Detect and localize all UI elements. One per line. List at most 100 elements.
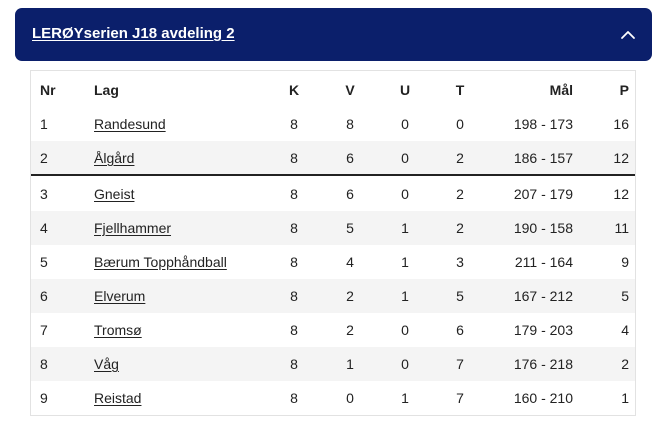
column-header-mal: Mål: [549, 82, 573, 98]
nr-cell: 5: [40, 254, 48, 270]
t-cell: 3: [456, 254, 464, 270]
team-link[interactable]: Gneist: [94, 186, 135, 202]
k-cell: 8: [290, 186, 298, 202]
t-cell: 2: [456, 150, 464, 166]
table-row: 8 Våg 8 1 0 7 176 - 218 2: [31, 347, 635, 381]
k-cell: 8: [290, 356, 298, 372]
p-cell: 12: [613, 150, 629, 166]
v-cell: 8: [346, 116, 354, 132]
team-cell: Fjellhammer: [94, 211, 171, 245]
k-cell: 8: [290, 150, 298, 166]
u-cell: 0: [401, 186, 409, 202]
k-cell: 8: [290, 254, 298, 270]
nr-cell: 6: [40, 288, 48, 304]
column-header-t: T: [455, 82, 465, 98]
mal-cell: 179 - 203: [513, 322, 573, 338]
mal-cell: 186 - 157: [513, 150, 573, 166]
p-cell: 11: [614, 220, 629, 236]
column-header-u: U: [399, 82, 411, 98]
v-cell: 2: [346, 288, 354, 304]
team-link[interactable]: Elverum: [94, 288, 146, 304]
v-cell: 0: [346, 390, 354, 406]
team-cell: Gneist: [94, 177, 134, 211]
team-link[interactable]: Tromsø: [94, 322, 142, 338]
team-link[interactable]: Ålgård: [94, 150, 135, 166]
u-cell: 0: [401, 322, 409, 338]
mal-cell: 207 - 179: [513, 186, 573, 202]
team-cell: Våg: [94, 347, 119, 381]
table-row: 6 Elverum 8 2 1 5 167 - 212 5: [31, 279, 635, 313]
mal-cell: 198 - 173: [513, 116, 573, 132]
t-cell: 2: [456, 220, 464, 236]
table-row: 4 Fjellhammer 8 5 1 2 190 - 158 11: [31, 211, 635, 245]
nr-cell: 2: [40, 150, 48, 166]
v-cell: 5: [346, 220, 354, 236]
k-cell: 8: [290, 220, 298, 236]
column-header-p: P: [619, 82, 629, 98]
league-title-link[interactable]: LERØYserien J18 avdeling 2: [32, 25, 235, 42]
u-cell: 1: [401, 220, 409, 236]
team-cell: Elverum: [94, 279, 145, 313]
k-cell: 8: [290, 322, 298, 338]
table-row: 2 Ålgård 8 6 0 2 186 - 157 12: [31, 141, 635, 175]
p-cell: 5: [621, 288, 629, 304]
v-cell: 1: [346, 356, 354, 372]
column-header-lag: Lag: [94, 82, 119, 98]
nr-cell: 1: [40, 116, 48, 132]
mal-cell: 167 - 212: [513, 288, 573, 304]
chevron-up-icon[interactable]: [620, 28, 636, 40]
team-cell: Bærum Topphåndball: [94, 245, 227, 279]
standings-accordion-header[interactable]: LERØYserien J18 avdeling 2: [15, 8, 652, 61]
k-cell: 8: [290, 116, 298, 132]
u-cell: 0: [401, 150, 409, 166]
u-cell: 1: [401, 254, 409, 270]
u-cell: 1: [401, 288, 409, 304]
table-row: 7 Tromsø 8 2 0 6 179 - 203 4: [31, 313, 635, 347]
u-cell: 1: [401, 390, 409, 406]
p-cell: 2: [621, 356, 629, 372]
table-row: 9 Reistad 8 0 1 7 160 - 210 1: [31, 381, 635, 415]
nr-cell: 4: [40, 220, 48, 236]
t-cell: 0: [456, 116, 464, 132]
team-link[interactable]: Fjellhammer: [94, 220, 172, 236]
v-cell: 2: [346, 322, 354, 338]
u-cell: 0: [401, 356, 409, 372]
team-link[interactable]: Reistad: [94, 390, 142, 406]
k-cell: 8: [290, 390, 298, 406]
column-header-v: V: [345, 82, 355, 98]
p-cell: 16: [613, 116, 629, 132]
p-cell: 1: [621, 390, 629, 406]
team-cell: Randesund: [94, 107, 166, 141]
team-cell: Tromsø: [94, 313, 142, 347]
mal-cell: 160 - 210: [513, 390, 573, 406]
t-cell: 7: [456, 356, 464, 372]
team-cell: Reistad: [94, 381, 141, 415]
v-cell: 6: [346, 150, 354, 166]
t-cell: 7: [456, 390, 464, 406]
u-cell: 0: [401, 116, 409, 132]
v-cell: 4: [346, 254, 354, 270]
t-cell: 6: [456, 322, 464, 338]
v-cell: 6: [346, 186, 354, 202]
column-header-nr: Nr: [40, 82, 56, 98]
p-cell: 12: [613, 186, 629, 202]
t-cell: 5: [456, 288, 464, 304]
mal-cell: 211 - 164: [514, 254, 573, 270]
nr-cell: 7: [40, 322, 48, 338]
nr-cell: 9: [40, 390, 48, 406]
nr-cell: 3: [40, 186, 48, 202]
team-link[interactable]: Våg: [94, 356, 119, 372]
mal-cell: 190 - 158: [513, 220, 573, 236]
team-cell: Ålgård: [94, 141, 134, 175]
team-link[interactable]: Randesund: [94, 116, 166, 132]
table-header-row: Nr Lag K V U T Mål P: [31, 73, 635, 107]
table-row: 3 Gneist 8 6 0 2 207 - 179 12: [31, 177, 635, 211]
team-link[interactable]: Bærum Topphåndball: [94, 254, 227, 270]
p-cell: 9: [621, 254, 629, 270]
p-cell: 4: [621, 322, 629, 338]
standings-table: Nr Lag K V U T Mål P 1 Randesund 8 8 0 0 198 -…: [30, 70, 636, 416]
table-row: 5 Bærum Topphåndball 8 4 1 3 211 - 164 9: [31, 245, 635, 279]
promotion-divider: [31, 174, 635, 176]
mal-cell: 176 - 218: [513, 356, 573, 372]
column-header-k: K: [288, 82, 300, 98]
